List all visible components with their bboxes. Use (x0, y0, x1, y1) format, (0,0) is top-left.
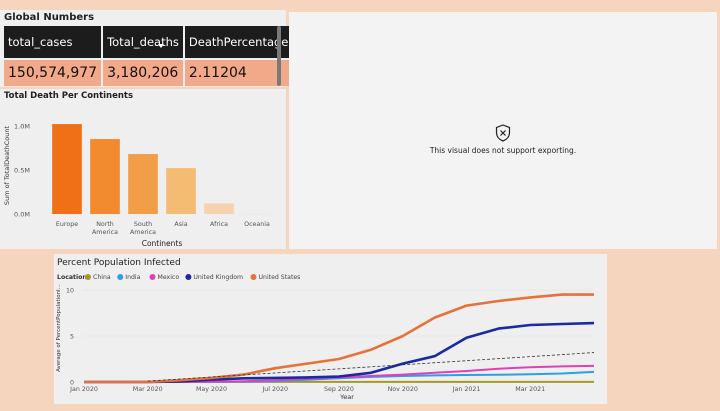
x-tick-label: Mar 2020 (133, 386, 163, 393)
x-tick-label: Nov 2020 (388, 386, 418, 393)
x-tick-label: Mar 2021 (515, 386, 545, 393)
bar-oceania (242, 213, 272, 215)
y-axis-label: Average of PercentPopulationI... (56, 284, 62, 372)
x-tick-label: South (134, 221, 152, 228)
legend-marker (250, 274, 257, 280)
table-row: 150,574,977 3,180,206 2.11204 (4, 58, 295, 86)
table-scrollbar[interactable] (277, 26, 281, 86)
bar-africa (204, 203, 234, 214)
x-tick-label: Jan 2020 (69, 386, 98, 393)
legend-entry: United Kingdom (193, 274, 243, 281)
x-tick-label: Asia (174, 221, 187, 228)
legend-marker (117, 274, 124, 280)
unsupported-shield-icon (495, 124, 511, 142)
legend-marker (185, 274, 192, 280)
y-tick-label: 0 (70, 380, 74, 387)
legend-entry: China (93, 274, 111, 281)
x-tick-label: Oceania (244, 221, 270, 228)
series-line-united-states (84, 293, 594, 384)
total-deaths-value: 3,180,206 (102, 58, 185, 86)
legend-entry: India (125, 274, 140, 281)
x-tick-label: Africa (210, 221, 228, 228)
y-tick-label: 0.5M (14, 166, 30, 174)
global-numbers-title: Global Numbers (4, 12, 95, 23)
table-header-row: total_cases Total_deaths DeathPercentage (4, 26, 295, 59)
x-tick-label: Sep 2020 (324, 386, 354, 393)
x-tick-label: America (130, 229, 156, 236)
y-tick-label: 1.0M (14, 122, 30, 130)
bar-asia (166, 168, 196, 214)
x-axis-label: Year (339, 393, 354, 401)
legend-entry: Mexico (158, 274, 180, 281)
legend-entry: United States (259, 274, 301, 281)
x-tick-label: May 2020 (196, 386, 227, 393)
trend-line (147, 352, 595, 382)
legend-marker (85, 274, 91, 280)
x-axis-label: Continents (142, 239, 183, 248)
bar-north-america (90, 139, 120, 214)
percent-infected-panel: Percent Population Infected Location China… (54, 254, 607, 404)
unsupported-message: This visual does not support exporting. (429, 146, 577, 155)
total-cases-value: 150,574,977 (4, 58, 104, 86)
bar-europe (52, 124, 82, 214)
column-header-total-deaths[interactable]: Total_deaths (102, 26, 185, 59)
x-tick-label: America (92, 229, 118, 236)
x-tick-label: Europe (56, 221, 78, 228)
deaths-by-continent-chart: Total Death Per Continents 0.0M 0.5M 1.0MSu… (3, 91, 272, 248)
x-tick-label: Jul 2020 (261, 386, 288, 393)
column-header-death-percentage[interactable]: DeathPercentage (183, 26, 295, 59)
column-header-total-cases[interactable]: total_cases (4, 26, 104, 59)
y-axis-label: Sum of TotalDeathCount (3, 125, 11, 205)
y-tick-label: 0.0M (14, 211, 30, 219)
line-chart-title: Percent Population Infected (57, 258, 181, 268)
series-line-united-kingdom (84, 321, 595, 384)
bar-south-america (128, 154, 158, 214)
global-numbers-panel: Global Numbers total_cases Total_deaths … (0, 10, 295, 87)
deaths-by-continent-panel: Total Death Per Continents 0.0M 0.5M 1.0M Su… (0, 89, 286, 249)
death-percentage-value: 2.11204 (183, 58, 295, 86)
percent-infected-chart: Percent Population Infected Location China… (56, 258, 595, 401)
legend-title: Location (57, 274, 87, 281)
unsupported-message-group: This visual does not support exporting. (289, 124, 717, 155)
x-tick-label: Jan 2021 (452, 386, 481, 393)
unsupported-visual-panel: This visual does not support exporting. (289, 12, 717, 249)
y-tick-label: 10 (66, 288, 74, 295)
y-tick-label: 5 (70, 334, 74, 341)
bar-chart-title: Total Death Per Continents (4, 91, 133, 101)
legend-marker (149, 274, 156, 280)
global-numbers-table: total_cases Total_deaths DeathPercentage… (4, 26, 295, 86)
x-tick-label: North (96, 221, 114, 228)
sort-descending-icon[interactable] (158, 44, 164, 48)
